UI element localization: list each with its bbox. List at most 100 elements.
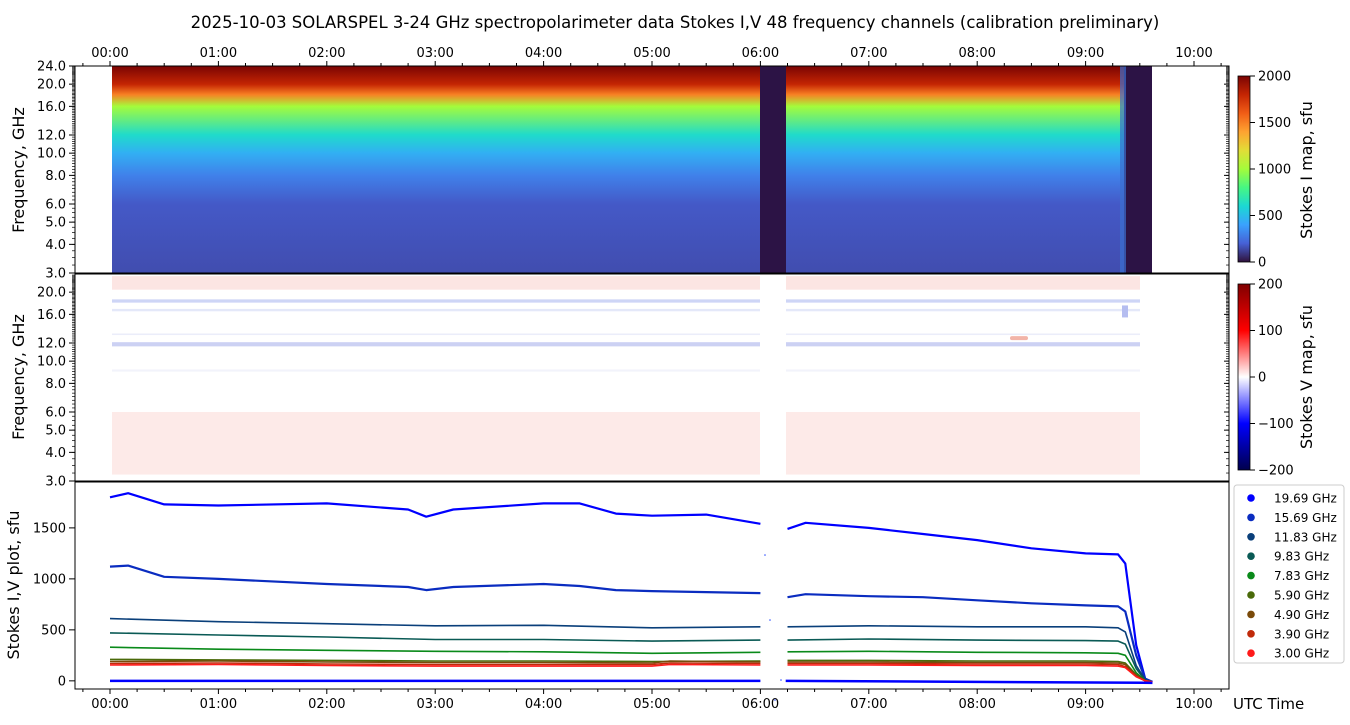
frequency-tick-label: 6.0 [45, 406, 66, 421]
frequency-tick-label: 8.0 [45, 377, 66, 392]
stokes-i-panel: 3.0 4.0 5.0 6.0 8.0 10.0 12.0 16.0 20.0 24.0 Freq… [9, 60, 1316, 282]
stokes-v-hotspot [1122, 305, 1128, 318]
bottom-time-tick-label: 04:00 [525, 697, 562, 712]
plot-y-tick-label: 500 [41, 623, 66, 638]
frequency-tick-label: 20.0 [37, 286, 66, 301]
legend-label: 11.83 GHz [1274, 530, 1337, 544]
stokes-v-band [112, 369, 1140, 372]
frequency-tick-label: 4.0 [45, 446, 66, 461]
plot-series-line [109, 617, 761, 629]
legend-label: 5.90 GHz [1274, 589, 1329, 603]
stokes-v-band [112, 333, 1140, 336]
stokes-i-colorbar [1237, 75, 1251, 263]
gap-stray-point [769, 619, 771, 621]
frequency-tick-label: 16.0 [37, 308, 66, 323]
top-time-tick-label: 08:00 [958, 46, 995, 61]
legend-marker [1247, 513, 1255, 522]
plot-series-line [109, 663, 761, 667]
plot-series-line [109, 492, 761, 525]
legend-label: 7.83 GHz [1274, 569, 1329, 583]
top-time-tick-label: 02:00 [308, 46, 345, 61]
gap-stray-point [764, 554, 766, 556]
top-time-tick-label: 06:00 [742, 46, 779, 61]
stokes-plot-area [74, 481, 1230, 690]
top-time-axis: 00:00 01:00 02:00 03:00 04:00 05:00 06:00 07:00… [82, 46, 1222, 66]
bottom-time-tick-label: 01:00 [200, 697, 237, 712]
stokes-i-data-gap-2 [1124, 66, 1152, 273]
frequency-tick-label: 10.0 [37, 147, 66, 162]
legend-marker [1247, 649, 1255, 657]
legend-marker [1247, 630, 1255, 638]
legend-marker [1247, 494, 1255, 502]
stokes-i-gap-edge [1120, 66, 1126, 273]
colorbar-tick-label: −200 [1258, 464, 1294, 479]
stokes-v-band [112, 308, 1140, 312]
colorbar-tick-label: 1000 [1258, 163, 1291, 178]
plot-series-line [787, 625, 1153, 683]
stokes-v-panel: 3.0 4.0 5.0 6.0 8.0 10.0 12.0 16.0 20.0 Frequenc… [9, 273, 1316, 490]
stokes-i-heatmap [112, 66, 1152, 273]
stokes-v-hotspot [1010, 336, 1028, 341]
plot-y-tick-label: 0 [58, 674, 66, 689]
stokes-v-colorbar-ticks: −200 −100 0 100 200 [1250, 278, 1294, 479]
top-time-tick-label: 09:00 [1067, 46, 1104, 61]
stokes-v-colorbar-label: Stokes V map, sfu [1297, 305, 1316, 449]
plot-series-line [787, 521, 1153, 683]
plot-y-tick-label: 1000 [33, 572, 66, 587]
figure-title: 2025-10-03 SOLARSPEL 3-24 GHz spectropol… [191, 13, 1160, 32]
plot-series-line [109, 658, 761, 663]
frequency-tick-label: 10.0 [37, 355, 66, 370]
legend-label: 9.83 GHz [1274, 550, 1329, 564]
stokes-i-data-gap-1 [760, 66, 786, 273]
stokes-plot-panel: 0 500 1000 1500 00:00 01:00 02:00 03:00 04:00 05… [4, 481, 1345, 713]
colorbar-tick-label: 2000 [1258, 70, 1291, 85]
frequency-tick-label: 8.0 [45, 169, 66, 184]
gap-stray-point [780, 679, 782, 681]
bottom-time-tick-label: 02:00 [308, 697, 345, 712]
frequency-tick-label: 24.0 [37, 60, 66, 75]
plot-series-line [787, 638, 1153, 683]
legend-label: 15.69 GHz [1274, 511, 1337, 525]
legend-marker [1247, 552, 1255, 560]
legend-label: 3.00 GHz [1274, 647, 1329, 661]
plot-y-tick-label: 1500 [33, 521, 66, 536]
colorbar-tick-label: 0 [1258, 371, 1266, 386]
frequency-tick-label: 12.0 [37, 129, 66, 144]
plot-series-line [787, 664, 1153, 683]
bottom-time-tick-label: 07:00 [850, 697, 887, 712]
stokes-v-series-line [785, 679, 1153, 685]
legend-label: 4.90 GHz [1274, 608, 1329, 622]
frequency-legend: 19.69 GHz 15.69 GHz 11.83 GHz 9.83 GHz 7.83 … [1233, 484, 1345, 664]
stokes-i-colorbar-label: Stokes I map, sfu [1297, 101, 1316, 239]
legend-marker [1247, 610, 1255, 619]
legend-marker [1247, 591, 1255, 599]
top-time-tick-label: 10:00 [1175, 46, 1212, 61]
stokes-v-heatmap [112, 275, 1140, 480]
colorbar-tick-label: 1500 [1258, 116, 1291, 131]
top-time-tick-label: 04:00 [525, 46, 562, 61]
stokes-v-band [112, 299, 1140, 303]
bottom-time-tick-label: 00:00 [91, 697, 128, 712]
bottom-time-tick-label: 06:00 [742, 697, 779, 712]
stokes-v-frequency-axis: 3.0 4.0 5.0 6.0 8.0 10.0 12.0 16.0 20.0 [37, 274, 1229, 490]
colorbar-tick-label: −100 [1258, 417, 1294, 432]
stokes-v-band [112, 276, 1140, 290]
frequency-tick-label: 6.0 [45, 198, 66, 213]
bottom-time-tick-label: 05:00 [633, 697, 670, 712]
gap-stray-point [774, 699, 776, 701]
legend-label: 3.90 GHz [1274, 627, 1329, 641]
top-time-tick-label: 05:00 [633, 46, 670, 61]
stokes-plot-series [109, 492, 1153, 701]
frequency-tick-label: 4.0 [45, 238, 66, 253]
bottom-time-tick-label: 10:00 [1175, 697, 1212, 712]
frequency-tick-label: 16.0 [37, 100, 66, 115]
stokes-i-frequency-axis: 3.0 4.0 5.0 6.0 8.0 10.0 12.0 16.0 20.0 24.0 [37, 60, 1229, 282]
stokes-plot-y-axis: 0 500 1000 1500 [33, 521, 75, 689]
top-time-tick-label: 07:00 [850, 46, 887, 61]
plot-series-line [109, 660, 761, 664]
top-time-tick-label: 03:00 [416, 46, 453, 61]
stokes-v-band [112, 342, 1140, 347]
stokes-v-ylabel: Frequency, GHz [9, 314, 28, 440]
legend-label: 19.69 GHz [1274, 492, 1337, 506]
bottom-time-tick-label: 03:00 [416, 697, 453, 712]
